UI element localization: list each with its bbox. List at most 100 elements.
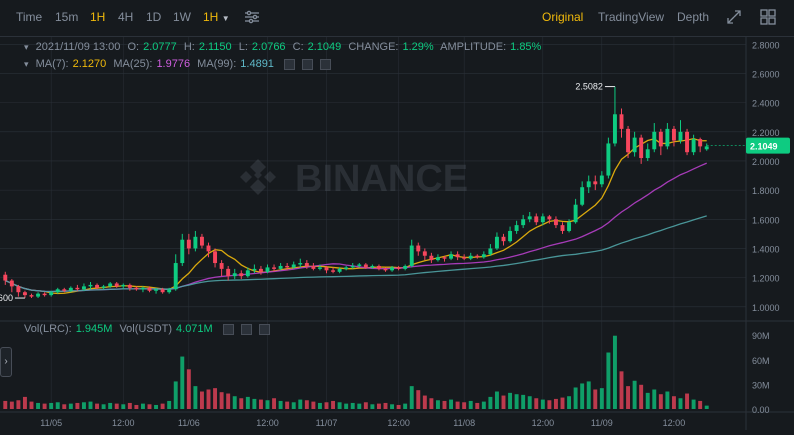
- view-original[interactable]: Original: [542, 10, 584, 24]
- volume-tick-label: 90M: [752, 331, 770, 341]
- volume-bar: [68, 403, 73, 409]
- volume-bar: [586, 381, 591, 409]
- expand-panel-button[interactable]: ›: [0, 347, 12, 377]
- watermark: BINANCE: [240, 158, 468, 200]
- time-tick-label: 11/07: [316, 418, 338, 428]
- grid-layout-icon[interactable]: [759, 8, 779, 28]
- candle-up: [291, 264, 296, 268]
- close-icon[interactable]: [258, 323, 270, 335]
- candle-down: [619, 114, 624, 129]
- candle-up: [265, 267, 270, 272]
- candle-down: [127, 284, 132, 288]
- ma7-value: 2.1270: [72, 58, 107, 70]
- candle-down: [639, 137, 644, 159]
- volume-bar: [344, 403, 349, 409]
- candle-up: [580, 187, 585, 205]
- candlestick-chart[interactable]: BINANCE 2.8000 2.6000 2.4000 2.2000 2.0000 1.…: [0, 37, 794, 430]
- candle-down: [475, 255, 480, 258]
- interval-4h[interactable]: 4H: [118, 10, 134, 24]
- settings-icon[interactable]: [240, 323, 252, 335]
- volume-bar: [95, 403, 100, 409]
- interval-1h[interactable]: 1H: [90, 10, 106, 24]
- expand-icon[interactable]: [725, 8, 745, 28]
- volume-bar: [317, 402, 322, 409]
- volume-bar: [245, 396, 250, 409]
- price-tick-label: 1.6000: [752, 215, 780, 225]
- interval-15m[interactable]: 15m: [55, 10, 79, 24]
- candle-down: [626, 128, 631, 153]
- volume-bar: [370, 404, 375, 409]
- eye-toggle-icon[interactable]: [284, 58, 295, 70]
- volume-bar: [704, 405, 709, 409]
- candle-up: [488, 248, 493, 255]
- time-tick-label: 12:00: [532, 418, 555, 428]
- candle-up: [508, 230, 513, 242]
- settings-icon[interactable]: [302, 58, 313, 70]
- legend-amplitude-label: AMPLITUDE:: [440, 41, 507, 53]
- interval-1w[interactable]: 1W: [173, 10, 191, 24]
- volume-legend: Vol(LRC): 1.945M Vol(USDT) 4.071M: [24, 323, 274, 335]
- candle-down: [396, 267, 401, 269]
- candle-up: [81, 286, 86, 290]
- eye-toggle-icon[interactable]: [222, 323, 234, 335]
- volume-bar: [324, 402, 329, 409]
- volume-bar: [573, 387, 578, 409]
- volume-bar: [265, 400, 270, 409]
- volume-bar: [567, 396, 572, 409]
- collapse-arrow-icon[interactable]: ▾: [24, 59, 29, 69]
- candle-down: [213, 251, 218, 264]
- volume-bar: [36, 402, 41, 409]
- volume-bar: [81, 402, 86, 409]
- volume-bar: [540, 399, 545, 409]
- volume-bar: [350, 402, 355, 409]
- time-tick-label: 12:00: [663, 418, 686, 428]
- vol-usdt-value: 4.071M: [176, 323, 213, 335]
- legend-open-label: O:: [127, 41, 140, 53]
- volume-bar: [114, 403, 119, 409]
- candle-down: [206, 245, 211, 252]
- legend-low-label: L:: [238, 41, 248, 53]
- interval-time[interactable]: Time: [16, 10, 43, 24]
- candle-up: [645, 149, 650, 159]
- view-tradingview[interactable]: TradingView: [598, 10, 665, 24]
- volume-bar: [154, 404, 159, 409]
- volume-bar: [416, 390, 421, 409]
- view-depth[interactable]: Depth: [677, 10, 710, 24]
- volume-bar: [199, 391, 204, 409]
- volume-bar: [134, 404, 139, 409]
- collapse-arrow-icon[interactable]: ▾: [24, 42, 29, 52]
- volume-bar: [488, 396, 493, 409]
- candle-up: [527, 216, 532, 220]
- candle-down: [363, 264, 368, 268]
- volume-bar: [691, 399, 696, 409]
- svg-text:BINANCE: BINANCE: [295, 158, 468, 200]
- settings-sliders-icon[interactable]: [243, 8, 263, 28]
- candle-down: [416, 245, 421, 252]
- volume-bar: [527, 396, 532, 409]
- price-tick-label: 2.6000: [752, 69, 780, 79]
- interval-1d[interactable]: 1D: [146, 10, 162, 24]
- candle-up: [173, 263, 178, 290]
- candle-up: [632, 137, 637, 153]
- volume-bar: [272, 398, 277, 409]
- legend-change-label: CHANGE:: [348, 41, 399, 53]
- candle-down: [422, 251, 427, 256]
- close-icon[interactable]: [320, 58, 331, 70]
- volume-bar: [606, 352, 611, 409]
- candle-down: [272, 267, 277, 269]
- candle-up: [403, 265, 408, 269]
- legend-high: 2.1150: [198, 41, 232, 53]
- volume-bar: [9, 401, 14, 409]
- candle-up: [88, 284, 93, 287]
- interval-dropdown[interactable]: 1H ▼: [203, 10, 230, 24]
- candle-down: [226, 268, 231, 277]
- candle-up: [108, 283, 113, 287]
- chart-area[interactable]: BINANCE 2.8000 2.6000 2.4000 2.2000 2.0000 1.…: [0, 37, 794, 430]
- volume-bar: [285, 401, 290, 409]
- time-tick-label: 12:00: [256, 418, 279, 428]
- price-tick-label: 1.8000: [752, 186, 780, 196]
- volume-bar: [619, 371, 624, 409]
- candle-up: [691, 139, 696, 153]
- candle-up: [449, 254, 454, 259]
- volume-bar: [376, 403, 381, 409]
